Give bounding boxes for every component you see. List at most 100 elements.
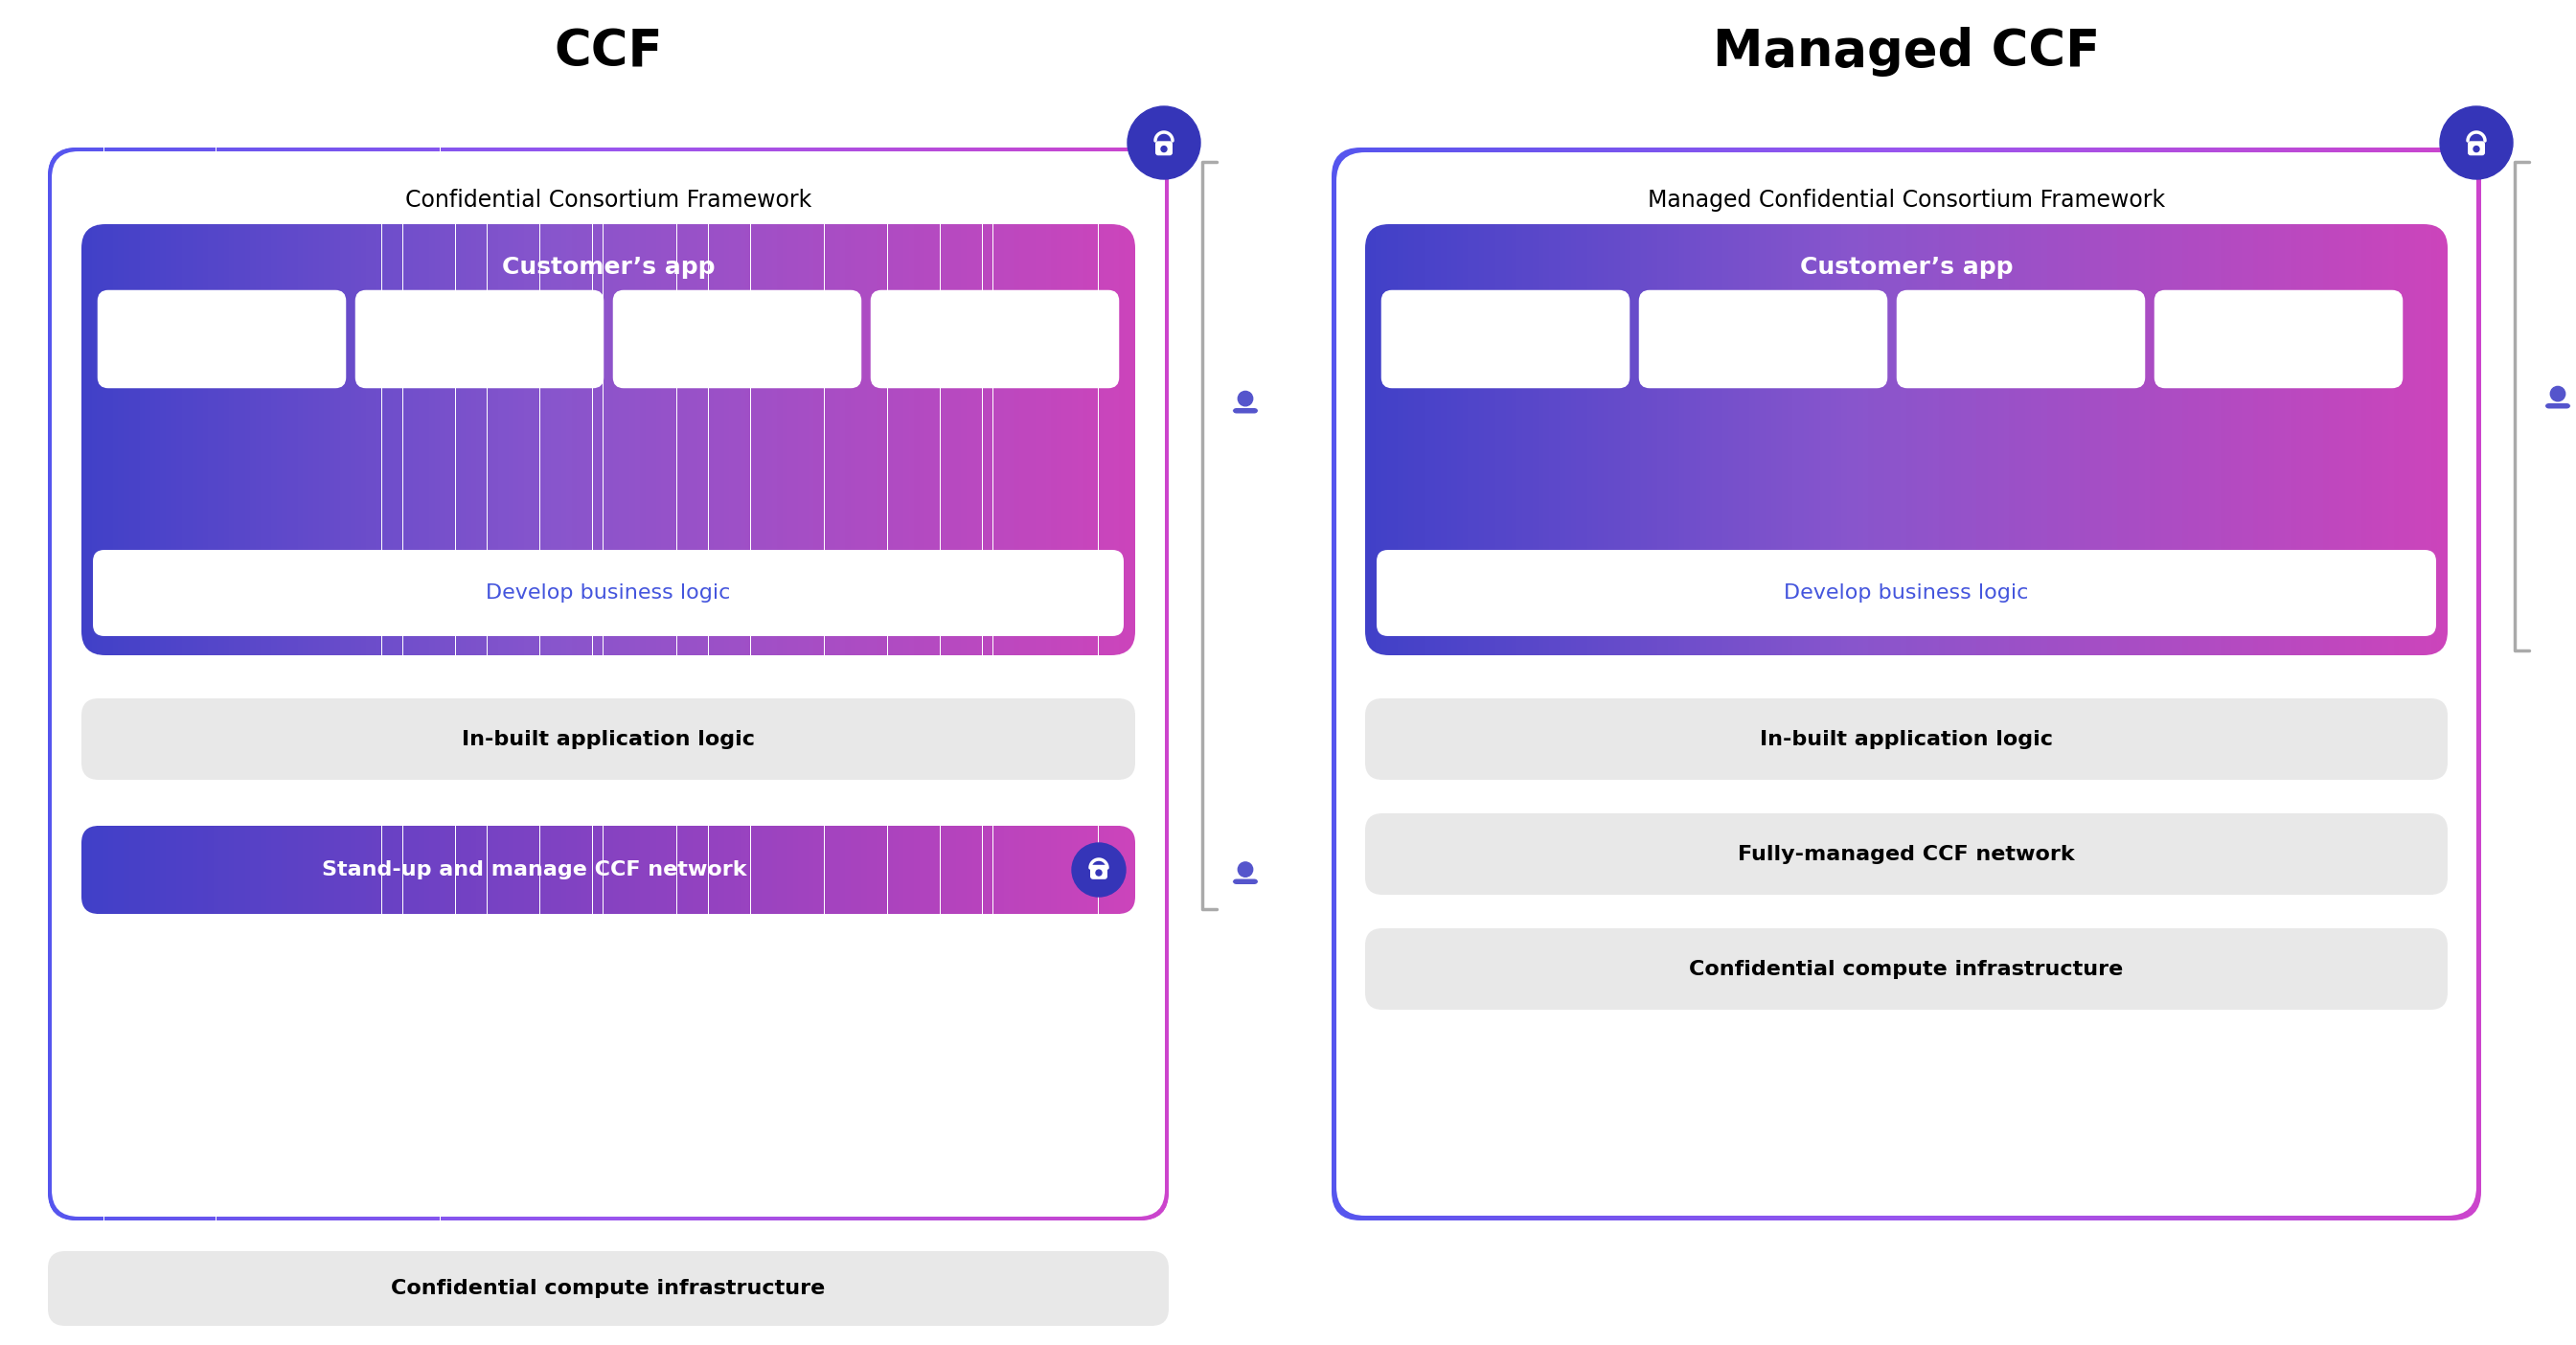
Bar <box>1151 148 1157 1220</box>
Bar <box>2215 225 2221 655</box>
Bar <box>2210 225 2215 655</box>
Bar <box>2262 148 2269 1220</box>
Bar <box>492 826 497 913</box>
Bar <box>1994 225 1999 655</box>
Bar <box>281 225 286 655</box>
Bar <box>497 148 502 1220</box>
Bar <box>265 148 273 1220</box>
Bar <box>750 225 755 655</box>
Bar <box>793 148 799 1220</box>
Bar <box>286 826 291 913</box>
Bar <box>680 148 688 1220</box>
Bar <box>672 225 677 655</box>
Bar <box>2097 148 2102 1220</box>
Bar <box>2259 225 2264 655</box>
FancyBboxPatch shape <box>49 148 1170 1220</box>
Bar <box>2156 225 2161 655</box>
Bar <box>402 148 407 1220</box>
Bar <box>2089 148 2097 1220</box>
Bar <box>170 826 175 913</box>
Bar <box>878 148 884 1220</box>
Bar <box>2205 148 2210 1220</box>
Bar <box>1728 148 1734 1220</box>
Bar <box>2200 148 2205 1220</box>
Bar <box>1886 225 1891 655</box>
Bar <box>144 148 149 1220</box>
Bar <box>536 148 541 1220</box>
Bar <box>1365 148 1373 1220</box>
Bar <box>933 148 940 1220</box>
Bar <box>1744 225 1749 655</box>
Bar <box>417 148 422 1220</box>
Bar <box>2107 148 2112 1220</box>
Bar <box>2318 225 2324 655</box>
Bar <box>1976 148 1981 1220</box>
Bar <box>719 225 724 655</box>
Bar <box>471 826 477 913</box>
Bar <box>1151 148 1157 1220</box>
Bar <box>613 826 618 913</box>
Bar <box>1141 148 1146 1220</box>
Bar <box>64 148 70 1220</box>
Bar <box>2218 148 2223 1220</box>
Bar <box>278 148 283 1220</box>
FancyBboxPatch shape <box>2545 404 2571 409</box>
Bar <box>914 225 920 655</box>
Bar <box>832 148 837 1220</box>
Bar <box>618 148 626 1220</box>
Bar <box>482 826 487 913</box>
Bar <box>1543 148 1551 1220</box>
Bar <box>1561 225 1566 655</box>
Bar <box>721 148 726 1220</box>
Text: CCF: CCF <box>554 27 662 77</box>
Bar <box>2223 148 2228 1220</box>
Bar <box>1690 225 1695 655</box>
Bar <box>799 826 804 913</box>
Bar <box>1906 148 1911 1220</box>
Bar <box>760 148 765 1220</box>
Bar <box>497 826 502 913</box>
Bar <box>245 148 250 1220</box>
Bar <box>1095 148 1103 1220</box>
Bar <box>1656 225 1664 655</box>
Bar <box>2388 148 2396 1220</box>
Bar <box>98 148 103 1220</box>
Bar <box>708 826 714 913</box>
Bar <box>665 148 670 1220</box>
Bar <box>131 148 137 1220</box>
Bar <box>623 826 629 913</box>
Bar <box>1723 148 1728 1220</box>
Bar <box>2159 148 2164 1220</box>
Bar <box>1005 225 1010 655</box>
Bar <box>737 148 742 1220</box>
Bar <box>379 148 384 1220</box>
Bar <box>1417 148 1425 1220</box>
Bar <box>894 148 899 1220</box>
Bar <box>430 148 435 1220</box>
Bar <box>2154 148 2159 1220</box>
Bar <box>860 148 866 1220</box>
Bar <box>755 826 760 913</box>
Bar <box>667 826 672 913</box>
Bar <box>835 826 840 913</box>
Bar <box>562 225 567 655</box>
Bar <box>788 225 793 655</box>
Bar <box>1793 225 1798 655</box>
Bar <box>1018 148 1023 1220</box>
Bar <box>160 148 165 1220</box>
Bar <box>927 148 933 1220</box>
Bar <box>536 148 541 1220</box>
Bar <box>999 225 1005 655</box>
Text: Confidential compute infrastructure: Confidential compute infrastructure <box>1690 959 2123 979</box>
Bar <box>1113 148 1118 1220</box>
Bar <box>126 148 131 1220</box>
Bar <box>804 225 809 655</box>
Bar <box>1971 148 1976 1220</box>
Bar <box>951 148 956 1220</box>
Bar <box>999 148 1007 1220</box>
Bar <box>750 148 755 1220</box>
Bar <box>708 148 714 1220</box>
Bar <box>250 826 255 913</box>
Bar <box>804 148 809 1220</box>
Bar <box>1901 148 1906 1220</box>
